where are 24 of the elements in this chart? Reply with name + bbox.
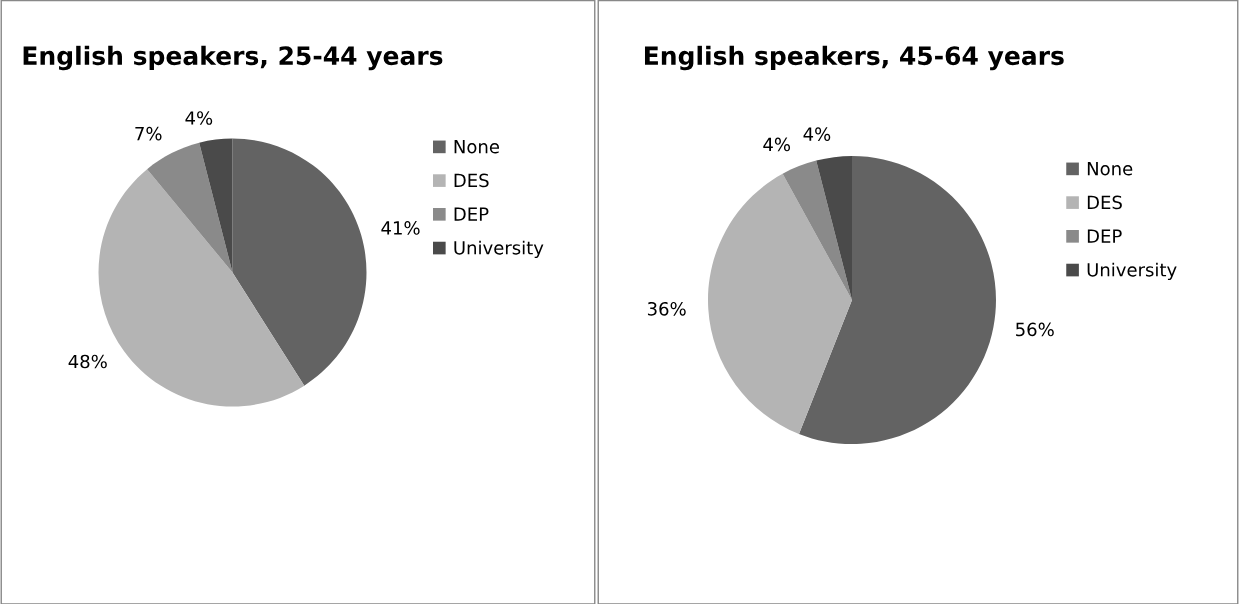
chart-title: English speakers, 25-44 years [23,45,443,71]
data-label: 4% [803,127,831,141]
legend-label: DEP [1087,229,1122,243]
legend-label: DES [454,173,489,188]
chart-title: English speakers, 45-64 years [644,45,1064,71]
legend-label: DEP [454,207,489,221]
legend-label: University [454,240,544,259]
pie-slice [147,142,233,273]
pie-slice [816,156,852,300]
data-label: 7% [135,126,162,141]
pie-slice [782,160,852,300]
data-label: 4% [763,137,791,152]
pie-slice [708,173,852,434]
pie-slice [798,156,996,444]
legend-label: DES [1087,195,1122,210]
data-label: 36% [647,301,686,316]
data-label: 4% [185,111,213,125]
data-label: 56% [1016,322,1054,337]
legend-label: None [1087,162,1133,176]
pie-slice [232,138,367,386]
data-label: 48% [68,354,107,369]
legend-label: None [454,140,500,154]
data-label: 41% [381,221,420,235]
legend-label: University [1087,262,1177,281]
